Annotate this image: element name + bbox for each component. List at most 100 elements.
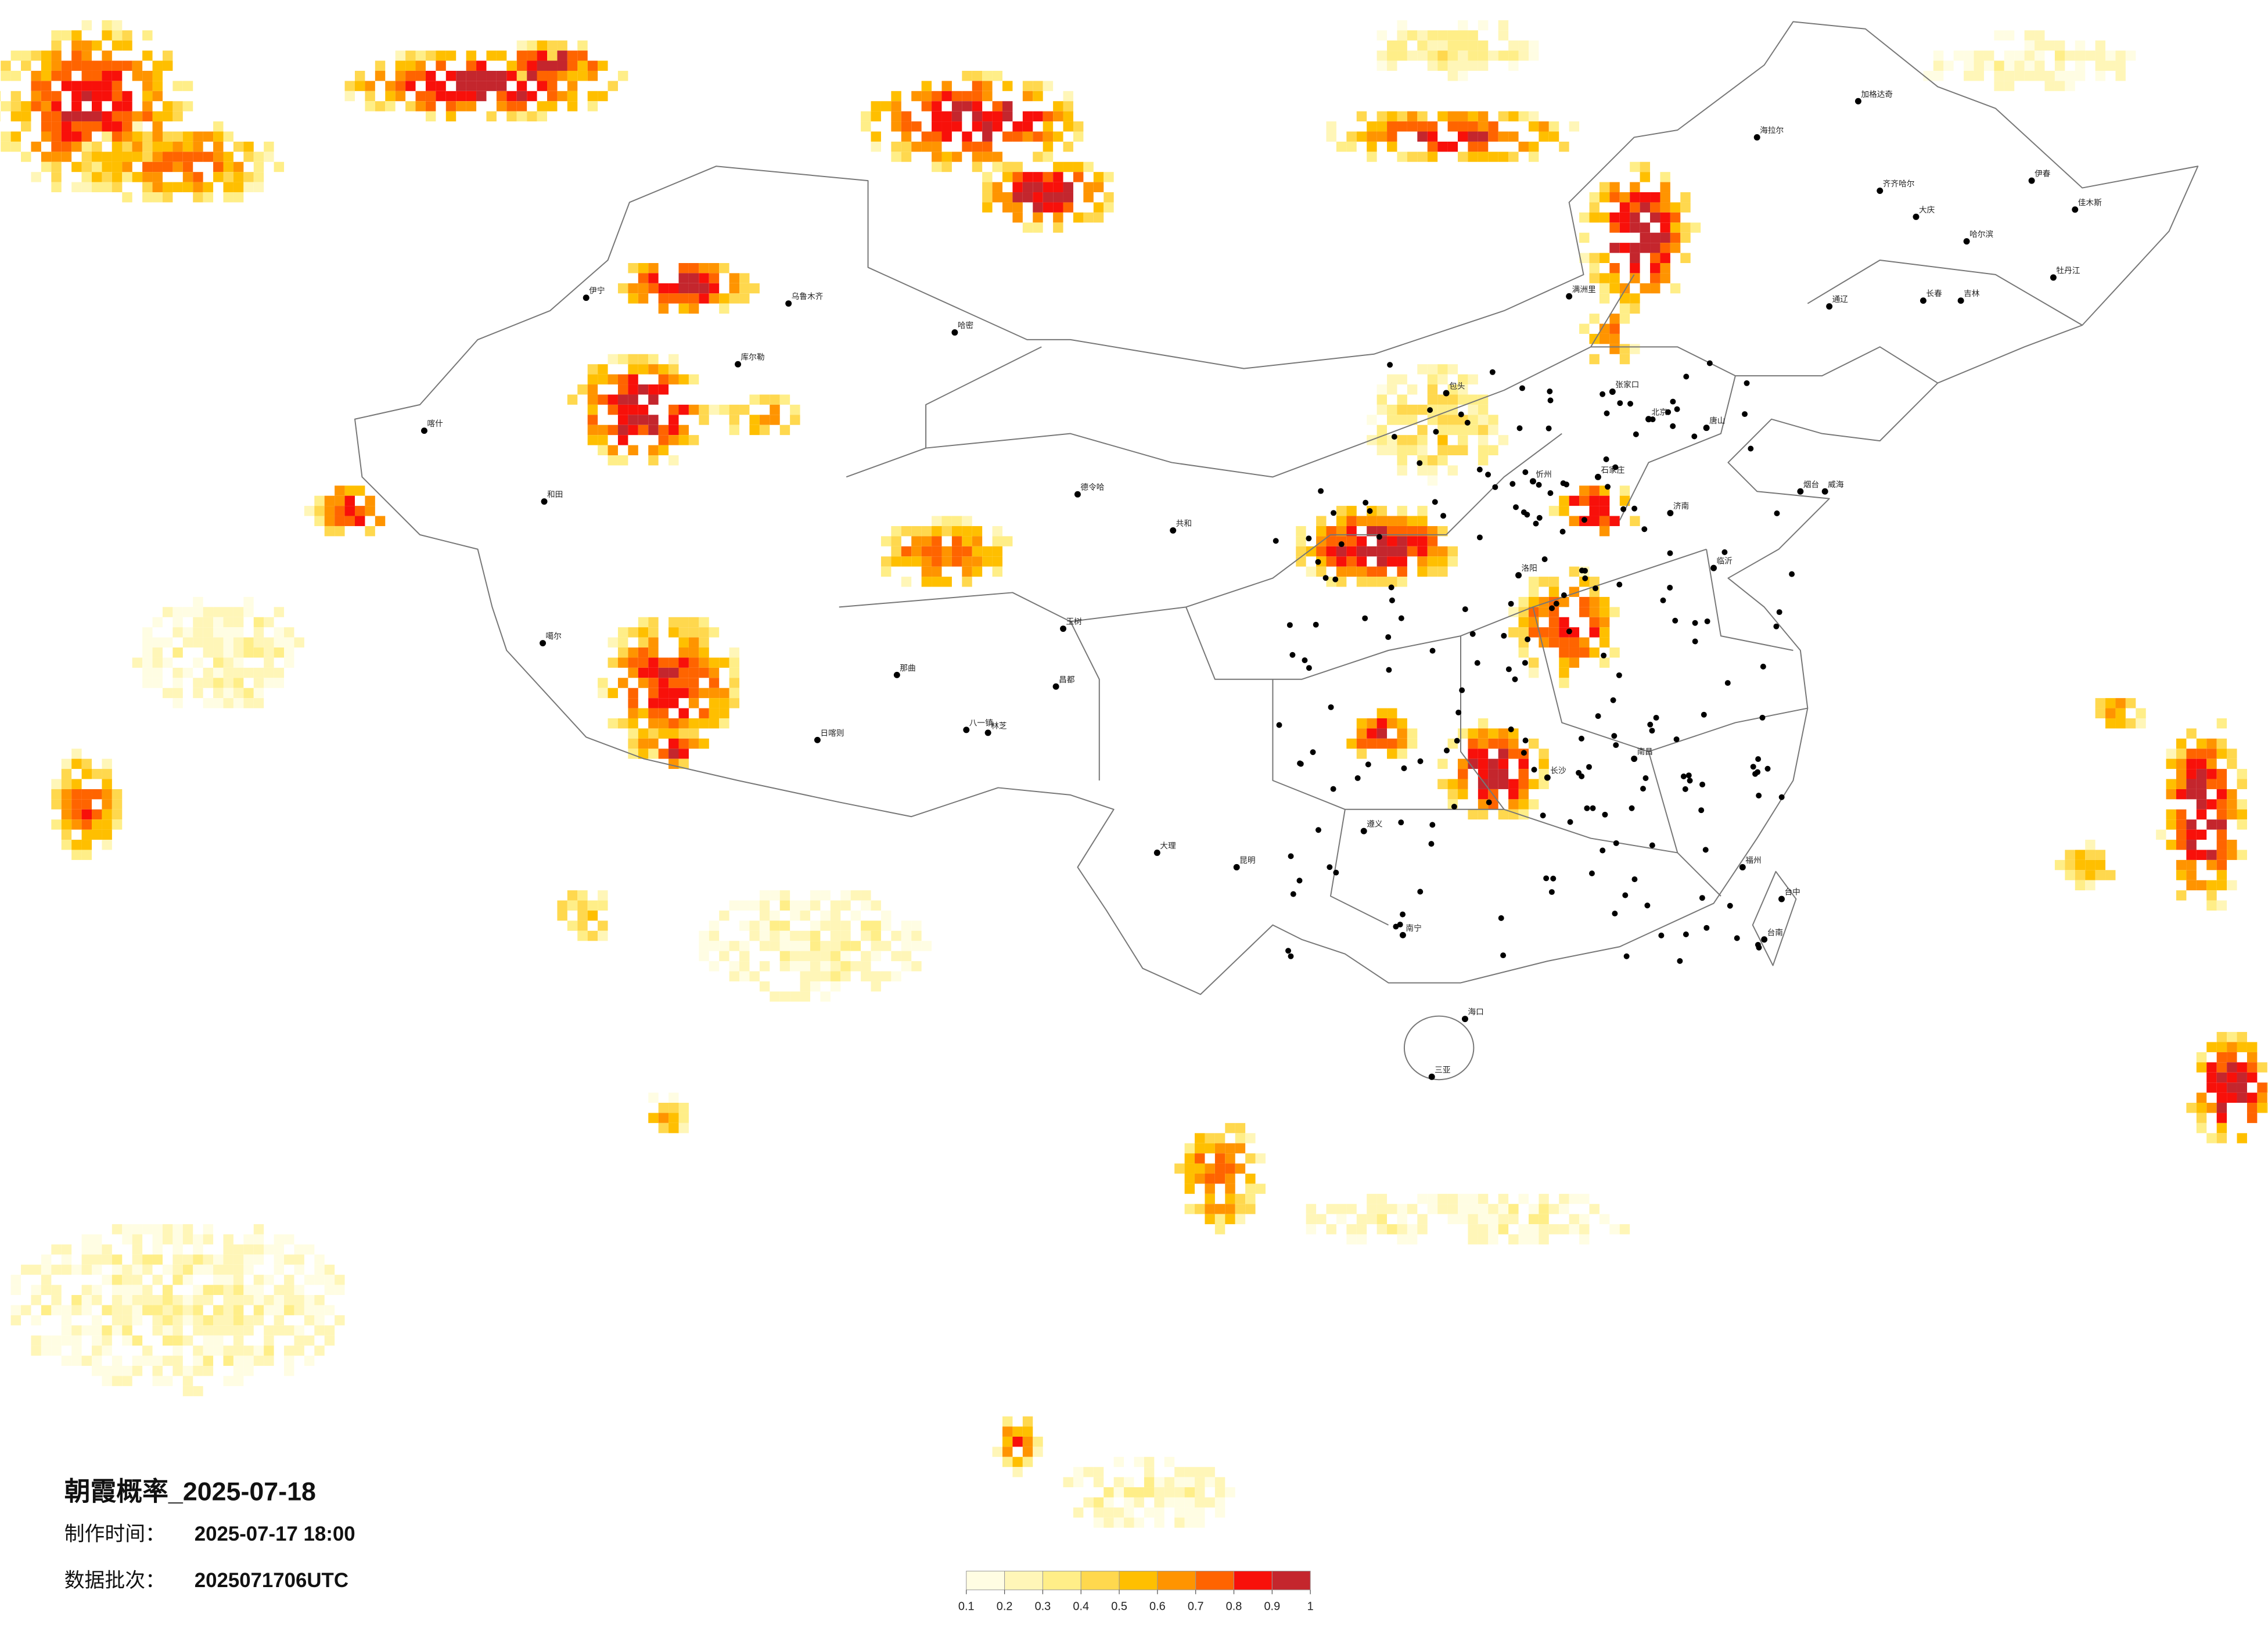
probability-cell	[678, 273, 689, 283]
probability-cell	[284, 627, 294, 638]
city-dot	[1957, 297, 1964, 304]
city-dot	[1647, 721, 1654, 728]
city-dot	[1360, 828, 1367, 834]
probability-cell	[1022, 1447, 1033, 1457]
city-dot	[1363, 499, 1369, 506]
probability-cell	[911, 536, 922, 546]
probability-cell	[587, 425, 598, 436]
probability-cell	[800, 941, 810, 951]
probability-cell	[193, 657, 203, 668]
probability-cell	[1478, 404, 1489, 415]
city-dot	[1683, 931, 1689, 937]
probability-cell	[223, 172, 233, 182]
probability-cell	[1478, 1193, 1489, 1204]
probability-cell	[567, 60, 578, 71]
probability-cell	[162, 111, 173, 122]
probability-cell	[10, 1275, 21, 1285]
probability-cell	[2227, 809, 2237, 820]
probability-cell	[182, 131, 193, 142]
probability-cell	[729, 283, 740, 294]
city-dot	[1748, 445, 1754, 452]
probability-cell	[699, 738, 709, 749]
probability-cell	[41, 1346, 52, 1356]
probability-cell	[1002, 101, 1013, 111]
probability-cell	[1022, 172, 1033, 182]
probability-cell	[1407, 728, 1418, 739]
probability-cell	[901, 152, 912, 162]
probability-cell	[1447, 70, 1458, 81]
probability-cell	[51, 1305, 62, 1315]
probability-cell	[1619, 192, 1630, 203]
probability-cell	[617, 415, 628, 425]
probability-cell	[1214, 1153, 1225, 1164]
probability-cell	[2075, 60, 2086, 71]
probability-cell	[284, 1355, 294, 1366]
probability-cell	[425, 51, 436, 61]
city-dot	[1362, 615, 1368, 621]
probability-cell	[233, 657, 244, 668]
probability-cell	[1427, 1193, 1438, 1204]
city-dot	[1429, 822, 1436, 828]
probability-cell	[1458, 121, 1468, 132]
probability-cell	[1367, 141, 1377, 152]
probability-cell	[182, 182, 193, 193]
city-label: 三亚	[1435, 1066, 1451, 1074]
probability-cell	[608, 404, 618, 415]
probability-cell	[668, 425, 679, 436]
probability-cell	[1609, 647, 1620, 658]
city-dot	[1550, 875, 1557, 882]
probability-cell	[638, 384, 649, 395]
probability-cell	[972, 101, 983, 111]
probability-cell	[152, 91, 163, 102]
probability-cell	[2004, 81, 2015, 91]
probability-cell	[577, 384, 588, 395]
probability-cell	[92, 161, 102, 172]
probability-cell	[496, 70, 507, 81]
probability-cell	[699, 667, 709, 678]
city-dot	[1710, 564, 1717, 571]
probability-cell	[992, 546, 1003, 557]
probability-cell	[233, 1264, 244, 1275]
probability-cell	[1488, 769, 1498, 779]
probability-cell	[274, 1315, 285, 1326]
probability-cell	[1205, 1497, 1215, 1508]
probability-cell	[891, 971, 901, 981]
probability-cell	[1053, 101, 1063, 111]
probability-cell	[2065, 51, 2075, 61]
probability-cell	[304, 1305, 315, 1315]
probability-cell	[1437, 556, 1448, 567]
probability-cell	[21, 1264, 31, 1275]
probability-cell	[61, 141, 72, 152]
probability-cell	[2044, 40, 2055, 51]
city-dot	[1286, 622, 1293, 628]
probability-cell	[1387, 51, 1397, 61]
probability-cell	[162, 688, 173, 699]
city-dot	[1400, 911, 1406, 918]
probability-cell	[1043, 121, 1054, 132]
probability-cell	[1012, 131, 1023, 142]
probability-cell	[81, 1295, 92, 1305]
probability-cell	[102, 30, 112, 41]
probability-cell	[1397, 51, 1407, 61]
probability-cell	[628, 738, 638, 749]
probability-cell	[132, 1234, 143, 1244]
legend-swatch	[966, 1570, 1005, 1591]
probability-cell	[405, 70, 416, 81]
probability-cell	[10, 101, 21, 111]
city-dot	[2050, 274, 2057, 281]
probability-cell	[537, 51, 548, 61]
probability-cell	[1458, 111, 1468, 122]
probability-cell	[193, 617, 203, 628]
city-label: 遵义	[1367, 819, 1383, 829]
probability-cell	[1447, 51, 1458, 61]
probability-cell	[1235, 1204, 1246, 1214]
probability-cell	[891, 91, 901, 102]
probability-cell	[1387, 111, 1397, 122]
probability-cell	[1033, 131, 1043, 142]
probability-cell	[1164, 1456, 1175, 1467]
probability-cell	[2176, 859, 2187, 870]
probability-cell	[1225, 1487, 1235, 1498]
probability-cell	[729, 415, 740, 425]
probability-cell	[476, 70, 487, 81]
city-dot	[2028, 177, 2035, 184]
